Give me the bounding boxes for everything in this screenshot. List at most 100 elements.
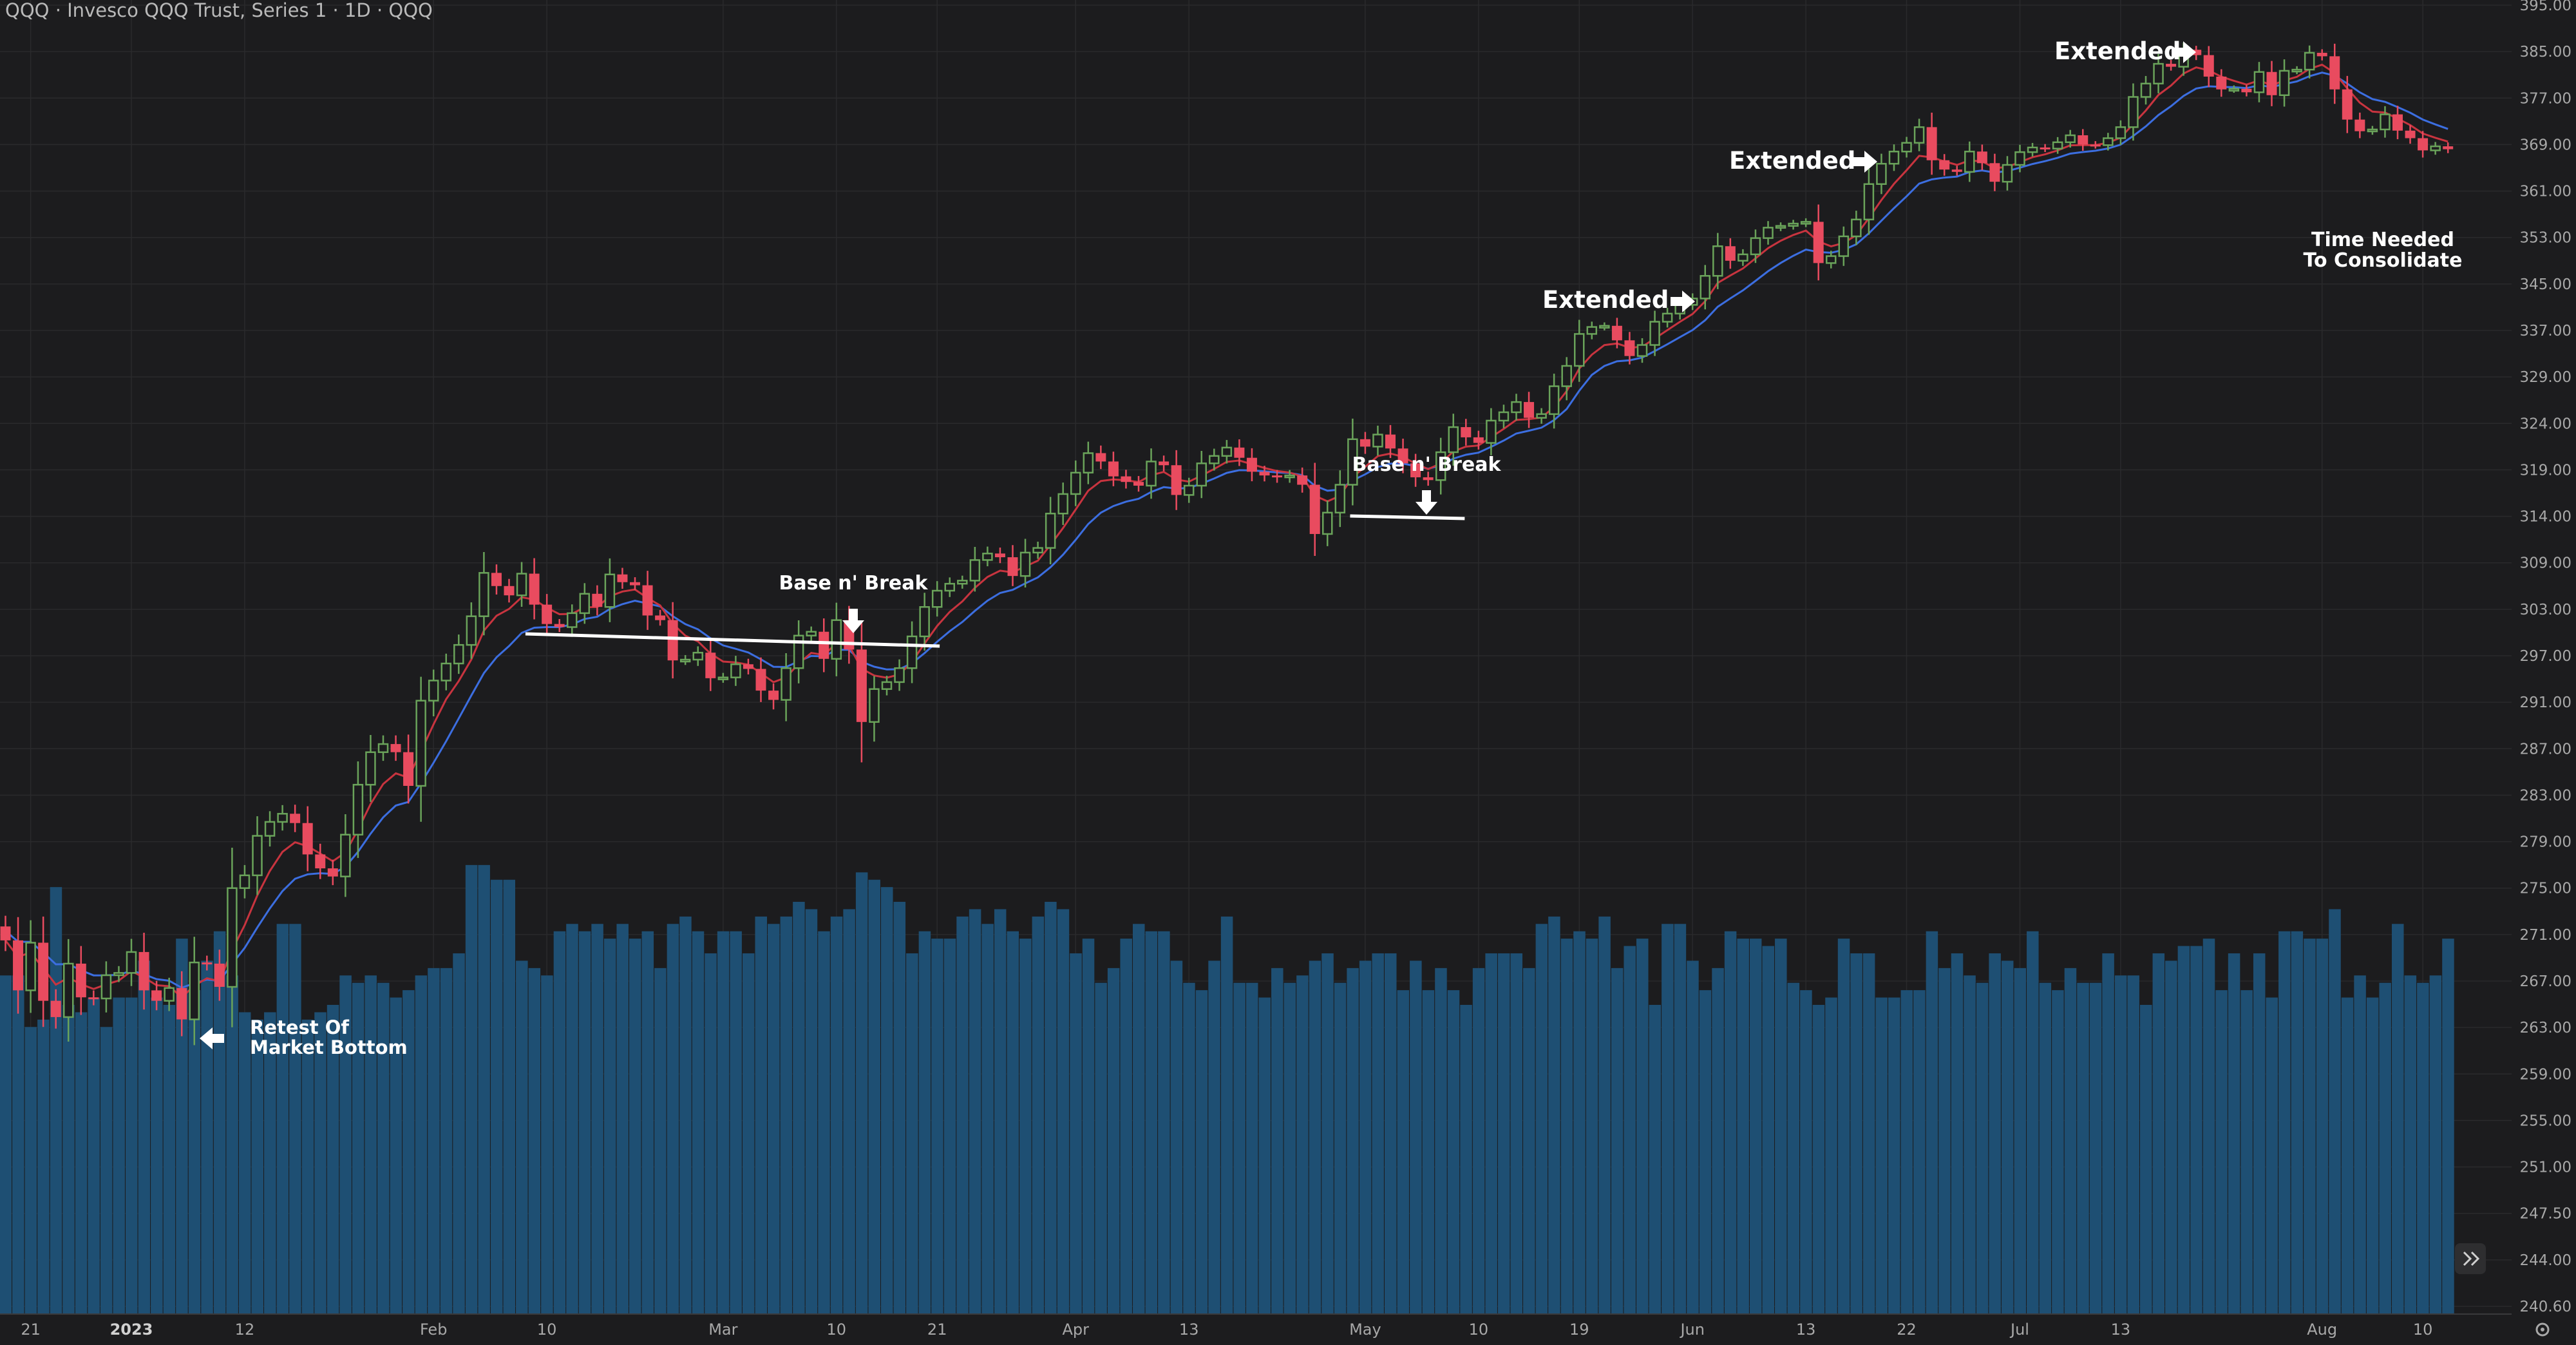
volume-bar: [1347, 968, 1359, 1314]
volume-bar: [213, 931, 226, 1314]
volume-bar: [1045, 902, 1057, 1314]
volume-bar: [1976, 982, 1989, 1314]
date-tick-label: 21: [21, 1321, 41, 1339]
candle-up: [2103, 137, 2114, 146]
price-tick-label: 275.00: [2520, 881, 2571, 897]
date-tick-label: 19: [1569, 1321, 1589, 1339]
chart-settings-button[interactable]: [2535, 1322, 2550, 1337]
volume-bar: [1007, 931, 1019, 1314]
candle-up: [1700, 274, 1710, 300]
candle-up: [2002, 164, 2013, 183]
down-arrow-icon: [1416, 490, 1437, 515]
candle-up: [1851, 218, 1862, 238]
volume-bar: [1321, 953, 1334, 1314]
candle-down: [630, 582, 640, 586]
scroll-to-realtime-button[interactable]: [2455, 1243, 2486, 1274]
annotation-ext-1: Extended: [1542, 286, 1695, 314]
candle-up: [2278, 70, 2290, 97]
candle-down: [1725, 246, 1736, 261]
volume-bar: [2329, 909, 2341, 1314]
volume-bar: [2215, 990, 2228, 1314]
price-tick-label: 395.00: [2520, 0, 2571, 14]
volume-bar: [138, 960, 151, 1314]
candle-up: [1347, 438, 1358, 486]
candle-up: [415, 700, 426, 787]
volume-bar: [1636, 939, 1649, 1314]
volume-bar: [1422, 990, 1435, 1314]
candle-down: [2216, 76, 2227, 90]
candle-up: [931, 589, 943, 608]
volume-bar: [1271, 968, 1283, 1314]
volume-bar: [2341, 997, 2354, 1314]
volume-bar: [1548, 916, 1560, 1314]
date-tick-label: 10: [827, 1321, 847, 1339]
price-axis[interactable]: 395.00 385.00 377.00 369.00 361.00 353.00 345.…: [2520, 0, 2571, 1315]
volume-bar: [818, 931, 830, 1314]
price-tick-label: 303.00: [2520, 602, 2571, 618]
volume-bar: [276, 924, 289, 1314]
volume-bar: [830, 916, 843, 1314]
candle-up: [1561, 365, 1572, 387]
volume-bar: [855, 872, 868, 1314]
base-resistance-line-2: [1350, 514, 1465, 520]
candle-down: [176, 987, 187, 1020]
volume-bar: [2127, 975, 2139, 1314]
candle-up: [1738, 253, 1748, 262]
candle-down: [151, 990, 162, 1001]
candle-down: [1272, 475, 1283, 478]
candle-down: [504, 586, 515, 596]
volume-bar: [1120, 939, 1132, 1314]
volume-bar: [1938, 968, 1951, 1314]
candle-up: [1221, 446, 1233, 457]
date-tick-label: Jun: [1679, 1321, 1705, 1339]
candle-down: [2078, 135, 2088, 145]
volume-bar: [2140, 1005, 2152, 1314]
candle-up: [352, 783, 364, 835]
volume-bar: [2089, 982, 2102, 1314]
volume-bar: [1598, 916, 1611, 1314]
right-arrow-icon: [1671, 291, 1695, 312]
candle-up: [164, 987, 175, 1002]
date-tick-label: Aug: [2307, 1321, 2337, 1339]
candle-up: [516, 573, 527, 596]
volume-bar: [490, 879, 503, 1314]
volume-bar: [2316, 939, 2329, 1314]
candle-up: [1901, 142, 1912, 153]
date-tick-label: 12: [235, 1321, 255, 1339]
candle-down: [138, 951, 149, 991]
volume-bar: [1800, 990, 1812, 1314]
date-tick-label: 22: [1897, 1321, 1917, 1339]
candle-up: [894, 667, 905, 683]
double-chevron-right-icon: [2463, 1251, 2480, 1266]
annotation-text: Base n' Break: [779, 572, 929, 595]
candle-up: [2140, 82, 2152, 98]
candle-down: [1951, 169, 1962, 172]
time-axis[interactable]: 21 2023 12 Feb 10 Mar 10 21 Apr 13 May 10 19 Jun 13 22 J…: [0, 1313, 2512, 1339]
volume-bar: [730, 931, 742, 1314]
candle-up: [944, 582, 955, 592]
volume-bar: [226, 975, 238, 1314]
volume-bar: [956, 916, 969, 1314]
volume-bar: [805, 909, 818, 1314]
candle-up: [692, 651, 703, 661]
candle-up: [1372, 434, 1383, 448]
candle-down: [2266, 72, 2277, 95]
volume-bar: [1309, 960, 1321, 1314]
volume-bar: [1687, 960, 1699, 1314]
volume-bar: [1195, 990, 1208, 1314]
volume-bar: [1359, 960, 1372, 1314]
candle-up: [1548, 385, 1560, 415]
volume-bar: [2102, 953, 2114, 1314]
candle-down: [2418, 138, 2429, 151]
volume-bar: [1775, 939, 1787, 1314]
chart-title: QQQ · Invesco QQQ Trust, Series 1 · 1D ·…: [5, 0, 433, 21]
candle-up: [2014, 151, 2025, 166]
candle-up: [277, 813, 288, 823]
candle-up: [2380, 113, 2391, 131]
volume-bar: [2278, 931, 2291, 1314]
candle-up: [2291, 68, 2302, 73]
candle-up: [63, 962, 74, 1018]
candle-down: [1624, 340, 1635, 356]
candle-down: [38, 942, 49, 1001]
